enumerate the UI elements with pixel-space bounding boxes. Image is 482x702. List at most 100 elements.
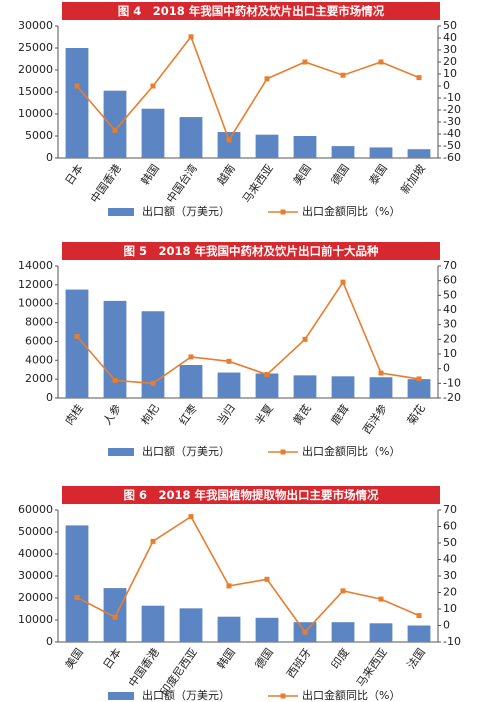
y-tick-label: 20000 [18,591,53,604]
marker [416,75,422,81]
marker [302,629,308,635]
x-tick-label: 韩国 [138,161,162,187]
marker [264,76,270,82]
x-tick-label: 中国香港 [126,646,162,689]
legend-label: 出口金额同比（%） [302,688,400,702]
marker [112,127,118,133]
bar [65,525,89,642]
x-tick-label: 日本 [62,161,86,187]
y-tick-label: 0 [46,635,53,648]
y-tick-label: 30000 [18,569,53,582]
y2-tick-label: 40 [443,303,457,316]
bar [217,372,241,398]
x-tick-label: 德国 [328,161,352,187]
y2-tick-label: 0 [443,362,450,375]
x-tick-label: 新加坡 [398,161,428,196]
x-tick-label: 西洋参 [360,401,390,436]
y-tick-label: 0 [46,151,53,164]
y2-tick-label: 70 [443,503,457,516]
x-tick-label: 韩国 [214,645,238,671]
y-tick-label: 8000 [25,316,53,329]
marker [150,538,156,544]
bar [255,134,279,158]
legend-swatch [108,208,134,216]
y2-tick-label: -10 [443,635,461,648]
y-tick-label: 15000 [18,85,53,98]
legend-label: 出口额（万美元） [142,204,230,218]
marker [264,372,270,378]
x-tick-label: 黄芪 [290,401,314,427]
x-tick-label: 肉桂 [62,401,86,427]
y2-tick-label: 60 [443,274,457,287]
y2-tick-label: 0 [443,79,450,92]
marker [74,594,80,600]
x-tick-label: 泰国 [366,161,390,187]
legend-label: 出口金额同比（%） [302,204,400,218]
legend-marker [280,449,286,455]
y2-tick-label: 40 [443,31,457,44]
bar [331,622,355,642]
marker [264,576,270,582]
bar [369,147,393,158]
x-tick-label: 越南 [214,161,238,187]
line [76,280,420,385]
x-tick-label: 日本 [100,645,124,671]
bar [369,623,393,642]
bar [65,48,89,158]
bar [141,108,165,158]
y2-tick-label: 50 [443,288,457,301]
marker [416,613,422,619]
line [76,515,420,634]
legend-label: 出口额（万美元） [142,444,230,458]
marker [112,614,118,620]
marker [74,83,80,89]
marker [340,279,346,285]
legend-swatch [108,692,134,700]
y-tick-label: 60000 [18,503,53,516]
x-tick-label: 枸杞 [138,401,162,427]
y-tick-label: 5000 [25,129,53,142]
bar [407,149,431,158]
x-tick-label: 马来西亚 [354,646,390,689]
marker [302,336,308,342]
legend-label: 出口额（万美元） [142,688,230,702]
marker [112,377,118,383]
y2-tick-label: 30 [443,318,457,331]
y-tick-label: 0 [46,391,53,404]
bar [331,376,355,398]
x-tick-label: 人参 [100,401,124,427]
marker [340,588,346,594]
y2-tick-label: 30 [443,569,457,582]
x-tick-label: 法国 [404,645,428,671]
y-tick-label: 4000 [25,353,53,366]
y-tick-label: 25000 [18,41,53,54]
chart-title: 图 6 2018 年我国植物提取物出口主要市场情况 [123,488,379,502]
y2-tick-label: 10 [443,347,457,360]
bar [255,373,279,398]
marker [74,333,80,339]
bar [179,365,203,398]
y2-tick-label: -50 [443,139,461,152]
marker [188,354,194,360]
marker [226,583,232,589]
y-tick-label: 10000 [18,107,53,120]
chart-title: 图 5 2018 年我国中药材及饮片出口前十大品种 [123,244,379,258]
bar [217,132,241,158]
marker [416,376,422,382]
bar [331,146,355,158]
y2-tick-label: -20 [443,103,461,116]
y2-tick-label: 20 [443,332,457,345]
y-tick-label: 6000 [25,334,53,347]
legend-label: 出口金额同比（%） [302,444,400,458]
marker [188,514,194,520]
x-tick-label: 马来西亚 [240,162,276,205]
x-tick-label: 西班牙 [284,646,314,680]
marker [150,83,156,89]
bar [141,311,165,398]
bar [407,379,431,398]
marker [188,34,194,40]
y2-tick-label: 20 [443,55,457,68]
bar [407,625,431,642]
legend-marker [280,209,286,215]
x-tick-label: 德国 [252,645,276,671]
